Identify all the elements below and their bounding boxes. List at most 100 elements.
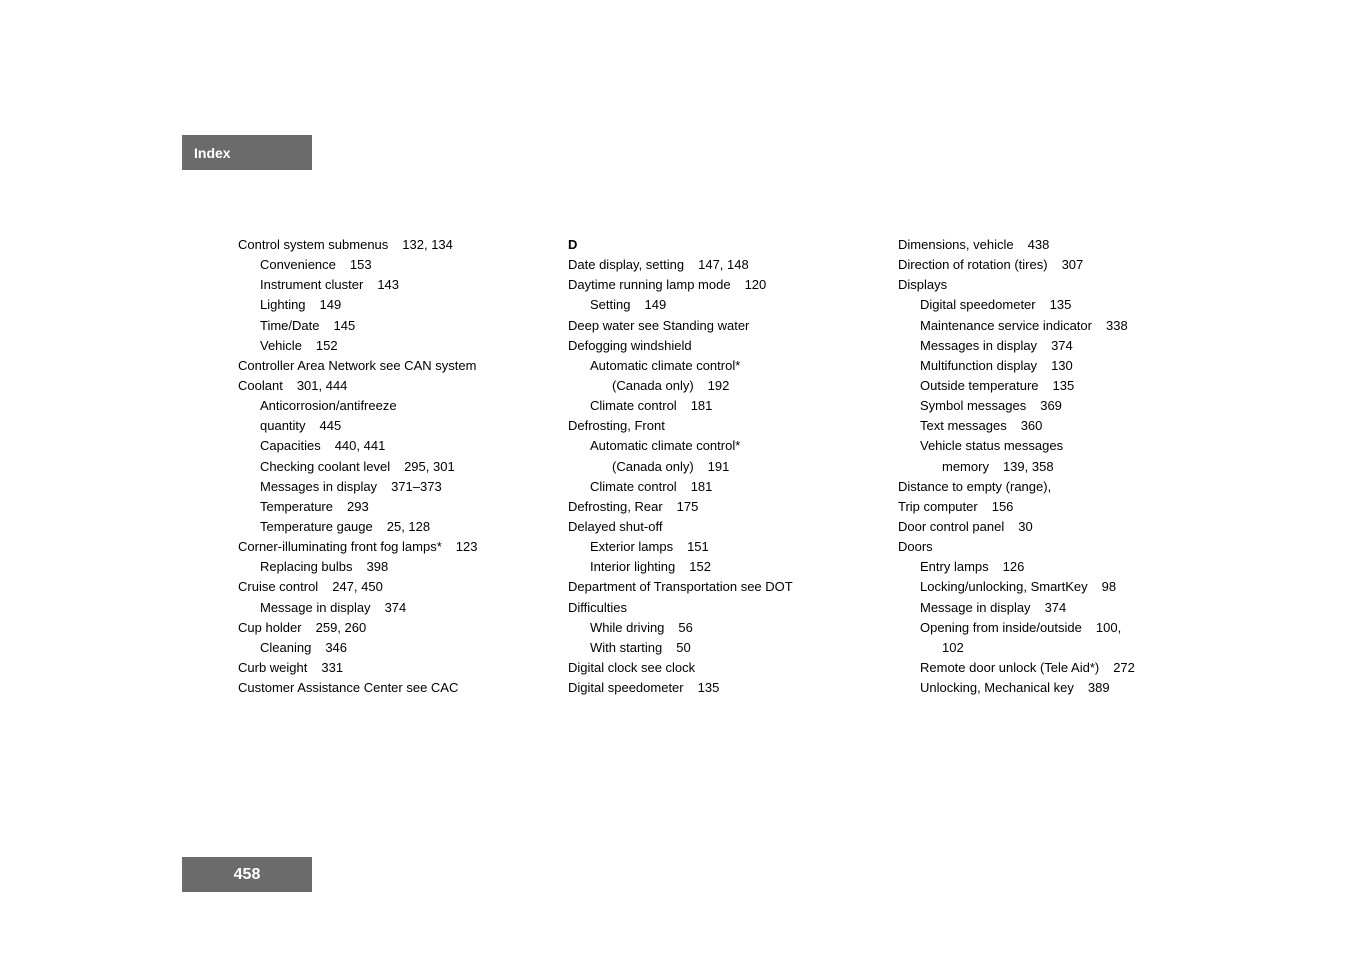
index-entry-pages: 156 xyxy=(978,499,1014,514)
index-entry-text: Defogging windshield xyxy=(568,338,692,353)
index-entry-text: Message in display xyxy=(260,600,371,615)
index-entry-pages: 152 xyxy=(302,338,338,353)
index-entry-pages: 293 xyxy=(333,499,369,514)
index-entry: Control system submenus132, 134 xyxy=(238,235,548,255)
index-entry-pages: 100, xyxy=(1082,620,1121,635)
index-entry: Daytime running lamp mode120 xyxy=(568,275,878,295)
index-entry: Date display, setting147, 148 xyxy=(568,255,878,275)
index-entry: Digital speedometer135 xyxy=(898,295,1208,315)
index-entry: Door control panel30 xyxy=(898,517,1208,537)
index-entry-pages: 338 xyxy=(1092,318,1128,333)
index-entry: Outside temperature135 xyxy=(898,376,1208,396)
index-entry-pages: 295, 301 xyxy=(390,459,455,474)
index-entry-text: Automatic climate control* xyxy=(590,358,740,373)
index-entry-text: Lighting xyxy=(260,297,306,312)
index-entry: (Canada only)192 xyxy=(568,376,878,396)
index-entry-text: Digital speedometer xyxy=(568,680,684,695)
index-entry-text: Replacing bulbs xyxy=(260,559,353,574)
index-entry: Temperature gauge25, 128 xyxy=(238,517,548,537)
index-entry-pages: 139, 358 xyxy=(989,459,1054,474)
index-entry-text: Digital clock see clock xyxy=(568,660,695,675)
index-entry-pages: 135 xyxy=(684,680,720,695)
index-entry: Digital clock see clock xyxy=(568,658,878,678)
index-header-label: Index xyxy=(194,145,231,161)
index-entry-pages: 120 xyxy=(731,277,767,292)
index-entry: (Canada only)191 xyxy=(568,457,878,477)
index-entry-text: Climate control xyxy=(590,479,677,494)
index-entry-text: Distance to empty (range), xyxy=(898,479,1051,494)
index-entry: D xyxy=(568,235,878,255)
index-entry-text: Symbol messages xyxy=(920,398,1026,413)
index-entry-pages: 25, 128 xyxy=(373,519,430,534)
index-entry-text: Controller Area Network see CAN system xyxy=(238,358,476,373)
index-column-1: Control system submenus132, 134Convenien… xyxy=(238,235,548,698)
page-number-box: 458 xyxy=(182,857,312,892)
index-entry: Messages in display371–373 xyxy=(238,477,548,497)
index-entry-text: (Canada only) xyxy=(612,378,694,393)
index-entry: Cruise control247, 450 xyxy=(238,577,548,597)
index-entry-text: Daytime running lamp mode xyxy=(568,277,731,292)
index-entry-pages: 438 xyxy=(1014,237,1050,252)
index-entry-text: Message in display xyxy=(920,600,1031,615)
index-entry: While driving56 xyxy=(568,618,878,638)
index-entry-text: Time/Date xyxy=(260,318,319,333)
index-entry-text: Messages in display xyxy=(920,338,1037,353)
index-entry: Defogging windshield xyxy=(568,336,878,356)
index-entry-text: Exterior lamps xyxy=(590,539,673,554)
index-entry-pages: 398 xyxy=(353,559,389,574)
index-entry-pages: 445 xyxy=(306,418,342,433)
index-entry: Symbol messages369 xyxy=(898,396,1208,416)
index-entry-pages: 371–373 xyxy=(377,479,442,494)
index-entry-pages: 331 xyxy=(307,660,343,675)
index-entry-pages: 191 xyxy=(694,459,730,474)
index-entry: Convenience153 xyxy=(238,255,548,275)
index-entry-text: Outside temperature xyxy=(920,378,1039,393)
index-entry-pages: 175 xyxy=(663,499,699,514)
index-entry-pages: 153 xyxy=(336,257,372,272)
index-entry: Controller Area Network see CAN system xyxy=(238,356,548,376)
index-entry: Climate control181 xyxy=(568,396,878,416)
index-entry-pages: 149 xyxy=(306,297,342,312)
index-entry: Instrument cluster143 xyxy=(238,275,548,295)
index-entry-pages: 149 xyxy=(630,297,666,312)
index-entry-pages: 440, 441 xyxy=(321,438,386,453)
index-entry-text: Displays xyxy=(898,277,947,292)
index-entry-pages: 123 xyxy=(442,539,478,554)
index-entry: Defrosting, Front xyxy=(568,416,878,436)
index-entry-pages: 130 xyxy=(1037,358,1073,373)
index-entry: Deep water see Standing water xyxy=(568,316,878,336)
index-entry-text: Doors xyxy=(898,539,933,554)
index-entry-pages: 135 xyxy=(1036,297,1072,312)
index-entry: Curb weight331 xyxy=(238,658,548,678)
index-entry: Opening from inside/outside100, xyxy=(898,618,1208,638)
index-entry: Displays xyxy=(898,275,1208,295)
index-entry-text: Unlocking, Mechanical key xyxy=(920,680,1074,695)
index-entry-pages: 56 xyxy=(664,620,692,635)
index-entry: Replacing bulbs398 xyxy=(238,557,548,577)
index-entry-text: Climate control xyxy=(590,398,677,413)
index-entry-pages: 135 xyxy=(1039,378,1075,393)
index-entry-pages: 132, 134 xyxy=(388,237,453,252)
index-entry-text: Control system submenus xyxy=(238,237,388,252)
index-entry-text: While driving xyxy=(590,620,664,635)
index-entry-pages: 389 xyxy=(1074,680,1110,695)
index-entry: Vehicle152 xyxy=(238,336,548,356)
index-entry-pages: 192 xyxy=(694,378,730,393)
index-entry-text: Dimensions, vehicle xyxy=(898,237,1014,252)
index-entry-text: Remote door unlock (Tele Aid*) xyxy=(920,660,1099,675)
index-entry-text: memory xyxy=(942,459,989,474)
index-entry: Difficulties xyxy=(568,598,878,618)
index-entry-pages: 143 xyxy=(363,277,399,292)
index-entry-text: Deep water see Standing water xyxy=(568,318,749,333)
index-entry-text: Direction of rotation (tires) xyxy=(898,257,1048,272)
index-entry-pages: 126 xyxy=(989,559,1025,574)
index-entry: 102 xyxy=(898,638,1208,658)
index-entry-pages: 151 xyxy=(673,539,709,554)
index-entry-pages: 369 xyxy=(1026,398,1062,413)
index-entry: Multifunction display130 xyxy=(898,356,1208,376)
index-entry-pages: 301, 444 xyxy=(283,378,348,393)
index-entry: Delayed shut-off xyxy=(568,517,878,537)
index-entry-pages: 272 xyxy=(1099,660,1135,675)
index-entry-text: Capacities xyxy=(260,438,321,453)
index-entry-text: Cruise control xyxy=(238,579,318,594)
